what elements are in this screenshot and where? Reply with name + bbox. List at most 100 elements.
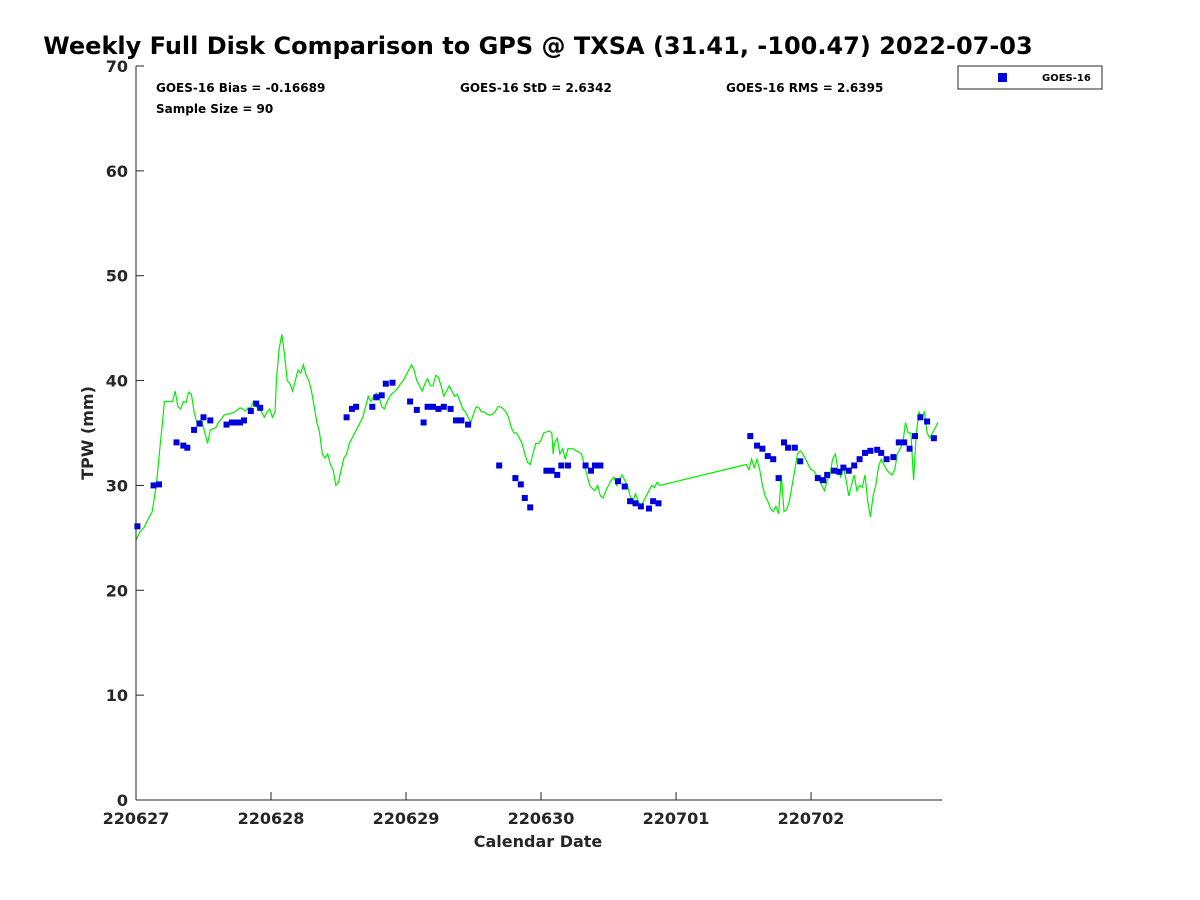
- goes16-data-point: [237, 419, 243, 426]
- goes16-data-point: [615, 478, 621, 485]
- y-axis-ticks: 0 10 20 30 40 50 60 70: [106, 57, 144, 810]
- legend-box: [957, 65, 1103, 90]
- gps-series-line: [135, 334, 939, 541]
- goes16-data-point: [150, 482, 157, 489]
- goes16-data-point: [382, 380, 389, 387]
- goes16-data-point: [200, 414, 207, 421]
- goes16-data-point: [627, 498, 634, 505]
- goes16-data-point: [588, 467, 594, 474]
- goes16-data-point: [851, 462, 858, 469]
- goes16-data-point: [453, 417, 459, 424]
- goes16-data-point: [637, 503, 644, 510]
- goes16-data-point: [228, 419, 235, 426]
- goes16-data-point: [901, 439, 908, 446]
- goes16-data-point: [883, 456, 890, 463]
- goes16-data-point: [621, 483, 628, 490]
- y-tick-label: 30: [106, 476, 128, 495]
- legend-label: GOES-16: [1042, 73, 1091, 84]
- goes16-data-point: [184, 444, 191, 451]
- goes16-data-point: [655, 500, 662, 507]
- x-tick-label: 220627: [103, 809, 170, 828]
- goes16-data-point: [917, 414, 924, 421]
- goes16-data-point: [191, 426, 198, 433]
- goes16-data-point: [389, 379, 396, 386]
- goes16-data-point: [650, 498, 657, 505]
- goes16-data-point: [241, 417, 247, 424]
- y-tick-label: 50: [106, 267, 128, 286]
- goes16-data-point: [496, 462, 503, 469]
- goes16-data-point: [874, 446, 881, 453]
- chart-title: Weekly Full Disk Comparison to GPS @ TXS…: [43, 32, 1032, 60]
- goes16-data-point: [924, 418, 931, 425]
- goes16-data-point: [845, 467, 852, 474]
- goes16-data-point: [775, 475, 782, 482]
- goes16-data-point: [435, 405, 442, 412]
- goes16-data-point: [831, 467, 837, 474]
- goes16-data-point: [862, 449, 868, 456]
- bias-stat: GOES-16 Bias = -0.16689: [156, 81, 325, 95]
- goes16-data-point: [349, 405, 355, 412]
- goes16-data-point: [420, 419, 427, 426]
- goes16-data-point: [378, 392, 385, 399]
- goes16-data-point: [785, 444, 792, 451]
- goes16-data-point: [465, 421, 472, 428]
- goes16-data-point: [180, 442, 187, 449]
- x-axis-ticks: 220627 220628 220629 220630 220701 220702: [103, 792, 845, 828]
- goes16-data-point: [173, 439, 180, 446]
- goes16-data-point: [156, 481, 162, 488]
- x-axis-label: Calendar Date: [474, 832, 603, 851]
- goes16-data-point: [895, 439, 902, 446]
- goes16-data-point: [223, 421, 230, 428]
- plot-area: 0 10 20 30 40 50 60 70 220627 220628 220629 220630…: [103, 57, 942, 828]
- goes16-data-point: [856, 456, 863, 463]
- x-tick-label: 220629: [373, 809, 440, 828]
- goes16-data-point: [558, 462, 565, 469]
- goes16-data-point: [407, 398, 414, 405]
- x-tick-label: 220630: [508, 809, 575, 828]
- goes16-data-point: [134, 523, 141, 530]
- goes16-data-point: [527, 504, 534, 511]
- goes16-data-point: [906, 445, 913, 452]
- goes16-data-point: [440, 403, 447, 410]
- std-stat: GOES-16 StD = 2.6342: [460, 81, 612, 95]
- goes16-data-point: [430, 403, 436, 410]
- goes16-data-point: [759, 445, 766, 452]
- goes16-data-point: [196, 420, 203, 427]
- goes16-data-point: [890, 454, 897, 461]
- goes16-data-point: [770, 456, 777, 463]
- goes16-data-point: [814, 475, 821, 482]
- goes16-data-point: [867, 447, 874, 454]
- goes16-data-point: [521, 495, 528, 501]
- goes16-data-point: [764, 453, 771, 460]
- x-tick-label: 220702: [778, 809, 845, 828]
- goes16-data-point: [207, 417, 214, 424]
- goes16-data-point: [424, 403, 431, 410]
- goes16-data-point: [548, 467, 555, 474]
- goes16-data-point: [820, 477, 827, 484]
- legend: GOES-16: [957, 65, 1103, 90]
- goes16-data-point: [836, 468, 843, 475]
- goes16-data-point: [343, 414, 350, 421]
- goes16-data-point: [791, 444, 798, 451]
- goes16-data-point: [754, 442, 760, 449]
- goes16-data-point: [232, 419, 239, 426]
- goes16-data-point: [447, 405, 454, 412]
- goes16-data-point: [592, 462, 598, 469]
- y-tick-label: 20: [106, 581, 128, 600]
- goes16-data-point: [512, 475, 519, 482]
- goes16-data-point: [797, 458, 804, 465]
- goes16-data-point: [632, 500, 639, 507]
- goes16-data-point: [253, 400, 260, 407]
- goes16-data-point: [554, 471, 561, 478]
- x-tick-label: 220701: [643, 809, 710, 828]
- y-axis-label: TPW (mm): [78, 386, 97, 480]
- goes16-data-point: [912, 433, 918, 440]
- goes16-data-point: [646, 505, 652, 512]
- goes16-data-point: [582, 462, 589, 469]
- goes16-data-point: [930, 435, 937, 442]
- goes16-data-point: [824, 471, 831, 478]
- goes16-data-point: [517, 481, 524, 488]
- goes16-data-point: [373, 394, 380, 401]
- y-tick-label: 10: [106, 686, 128, 705]
- y-tick-label: 60: [106, 162, 128, 181]
